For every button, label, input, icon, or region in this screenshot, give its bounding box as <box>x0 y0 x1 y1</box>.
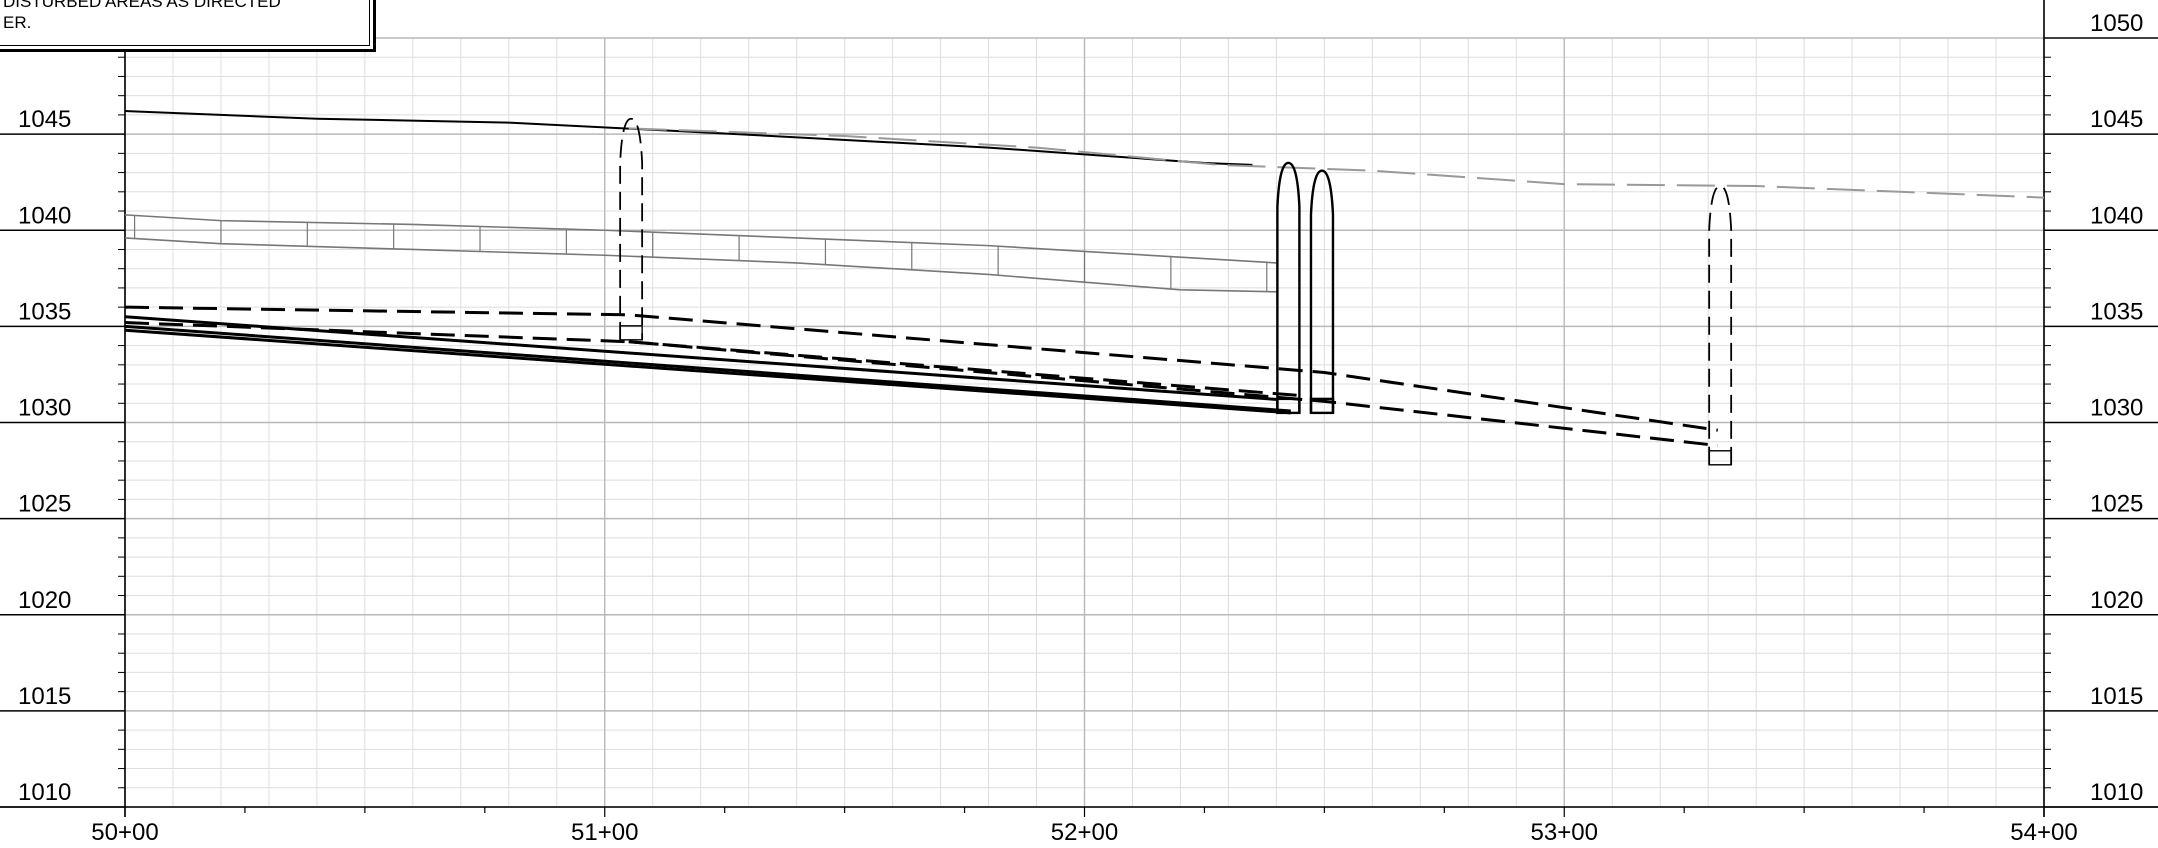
station-label: 52+00 <box>1051 819 1118 846</box>
manhole-base <box>1708 450 1732 466</box>
pipe-dashed-line <box>628 340 1301 398</box>
manhole-base <box>1276 397 1301 415</box>
elevation-label-right: 1010 <box>2090 779 2143 806</box>
note-inner-border <box>0 0 370 46</box>
elevation-label-left: 1030 <box>18 395 71 422</box>
note-line-2: ER. <box>3 13 32 32</box>
elevation-label-right: 1015 <box>2090 683 2143 710</box>
pipe-dashed-line <box>124 305 1718 432</box>
pipe-dashed-line <box>124 321 1718 448</box>
manhole-structures <box>619 117 1733 466</box>
station-label: 53+00 <box>1531 819 1598 846</box>
elevation-label-right: 1050 <box>2090 10 2143 37</box>
manhole-outline <box>1708 185 1733 465</box>
elevation-label-left: 1040 <box>18 202 71 229</box>
manhole-base <box>1309 397 1335 415</box>
proposed-ground-dashed-line <box>628 127 2045 199</box>
elevation-label-left: 1025 <box>18 491 71 518</box>
station-label: 51+00 <box>571 819 638 846</box>
elevation-label-left: 1015 <box>18 683 71 710</box>
elevation-label-left: 1020 <box>18 587 71 614</box>
elevation-label-right: 1040 <box>2090 202 2143 229</box>
elevation-label-left: 1035 <box>18 298 71 325</box>
elevation-label-right: 1045 <box>2090 106 2143 133</box>
existing-ground-solid-line <box>124 110 1253 166</box>
pipe-solid-line <box>124 328 1291 415</box>
note-line-1: DISTURBED AREAS AS DIRECTED <box>3 0 281 11</box>
elevation-label-right: 1035 <box>2090 298 2143 325</box>
elevation-label-left: 1045 <box>18 106 71 133</box>
elevation-label-right: 1020 <box>2090 587 2143 614</box>
pipe-solid-line <box>124 324 1291 413</box>
axis-labels: 1010 1010 1015 1015 1020 1020 1025 1025 1030 1030… <box>18 10 2143 846</box>
elevation-label-left: 1010 <box>18 779 71 806</box>
elevation-label-right: 1025 <box>2090 491 2143 518</box>
conduit-ladder <box>124 214 1277 293</box>
elevation-label-right: 1030 <box>2090 395 2143 422</box>
manhole-outline <box>619 117 644 340</box>
profile-lines <box>124 110 2045 448</box>
axis-ticks <box>0 0 2158 817</box>
station-label: 50+00 <box>91 819 158 846</box>
manhole-outline <box>1309 169 1335 413</box>
station-label: 54+00 <box>2010 819 2077 846</box>
manhole-outline <box>1276 161 1301 413</box>
ladder-bottom-line <box>124 237 1277 293</box>
general-note-box: DISTURBED AREAS AS DIRECTED ER. <box>0 0 376 52</box>
ladder-top-line <box>124 214 1277 264</box>
manhole-base <box>619 325 643 341</box>
